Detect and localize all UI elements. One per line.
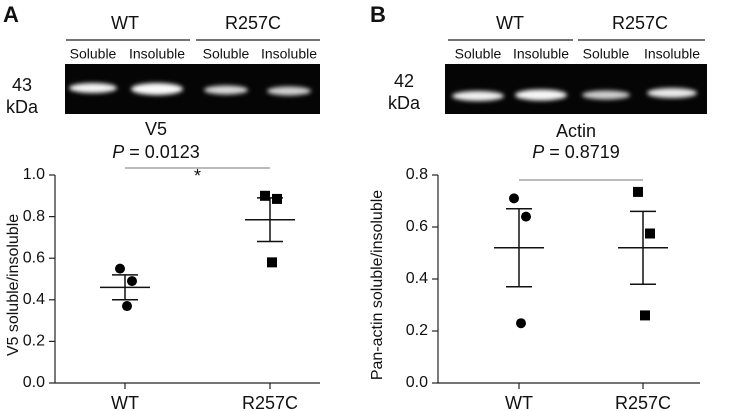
x-tick-label: R257C bbox=[615, 393, 671, 411]
y-tick-label: 0.6 bbox=[23, 249, 45, 266]
blot-lane-label: Soluble bbox=[70, 46, 117, 62]
blot-unit: kDa bbox=[6, 97, 39, 117]
y-tick-label: 0.0 bbox=[406, 374, 428, 391]
data-point bbox=[272, 193, 282, 204]
p-text: = 0.8719 bbox=[549, 142, 620, 162]
data-point bbox=[122, 301, 132, 312]
blot-lane-label: Insoluble bbox=[129, 46, 185, 62]
chart-title: V5 bbox=[145, 119, 167, 139]
significance: * bbox=[194, 166, 201, 186]
p-text: = 0.0123 bbox=[129, 142, 200, 162]
blot-lane-label: Insoluble bbox=[513, 46, 569, 62]
chart-title: Actin bbox=[556, 121, 596, 141]
p-symbol: P bbox=[112, 142, 124, 162]
y-tick-label: 0.2 bbox=[23, 333, 45, 350]
data-point bbox=[640, 310, 650, 321]
data-point bbox=[633, 186, 643, 197]
blot-group-label: R257C bbox=[612, 13, 668, 33]
blot-unit: kDa bbox=[388, 93, 421, 113]
blot-lane-label: Insoluble bbox=[644, 46, 700, 62]
blot-lane-label: Insoluble bbox=[261, 46, 317, 62]
y-tick-label: 0.8 bbox=[23, 208, 45, 225]
x-tick-label: WT bbox=[505, 393, 533, 411]
blot-image bbox=[445, 64, 707, 114]
y-axis-label: V5 soluble/insoluble bbox=[5, 214, 22, 356]
data-point bbox=[521, 211, 531, 222]
y-tick-label: 0.6 bbox=[406, 218, 428, 235]
p-value: P = 0.8719 bbox=[532, 142, 620, 162]
p-value: P = 0.0123 bbox=[112, 142, 200, 162]
data-point bbox=[509, 193, 519, 204]
data-point bbox=[115, 263, 125, 274]
blot-group-label: WT bbox=[496, 13, 524, 33]
y-tick-label: 0.4 bbox=[406, 270, 428, 287]
panel-label: B bbox=[370, 2, 386, 27]
y-axis-label: Pan-actin soluble/insoluble bbox=[369, 190, 386, 380]
y-tick-label: 0.8 bbox=[406, 166, 428, 183]
blot-lane-label: Soluble bbox=[203, 46, 250, 62]
blot-lane-label: Soluble bbox=[583, 46, 630, 62]
blot-marker: 42 bbox=[394, 71, 414, 91]
panel-label: A bbox=[3, 2, 19, 27]
blot-group-label: WT bbox=[111, 13, 139, 33]
data-point bbox=[645, 228, 655, 239]
y-tick-label: 0.0 bbox=[23, 374, 45, 391]
y-tick-label: 0.2 bbox=[406, 322, 428, 339]
x-tick-label: WT bbox=[111, 393, 139, 411]
blot-group-label: R257C bbox=[225, 13, 281, 33]
y-tick-label: 0.4 bbox=[23, 291, 45, 308]
blot-marker: 43 bbox=[12, 75, 32, 95]
p-symbol: P bbox=[532, 142, 544, 162]
blot-image bbox=[65, 64, 320, 114]
data-point bbox=[260, 190, 270, 201]
y-tick-label: 1.0 bbox=[23, 166, 45, 183]
data-point bbox=[127, 276, 137, 287]
data-point bbox=[516, 318, 526, 329]
x-tick-label: R257C bbox=[242, 393, 298, 411]
blot-lane-label: Soluble bbox=[455, 46, 502, 62]
data-point bbox=[267, 257, 277, 268]
